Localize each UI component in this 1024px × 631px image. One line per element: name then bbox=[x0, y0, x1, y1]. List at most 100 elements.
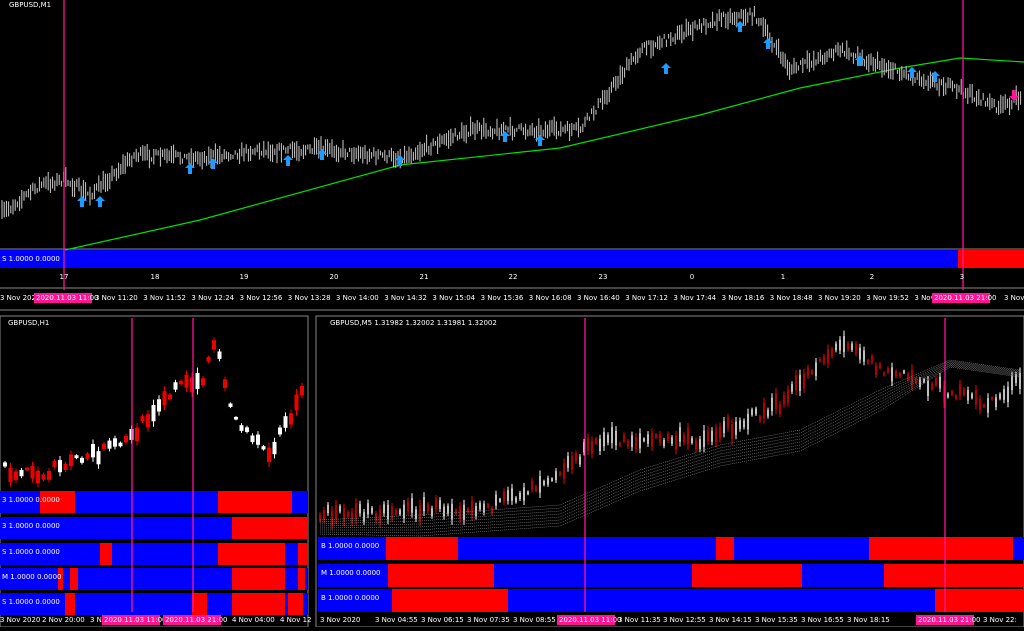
time-label: 2 Nov 20:00 bbox=[42, 616, 85, 624]
candle-body bbox=[507, 490, 509, 501]
candle-body bbox=[272, 441, 277, 455]
ichimoku-cloud bbox=[319, 366, 1021, 537]
candle-body bbox=[179, 380, 183, 385]
candle-body bbox=[157, 399, 161, 412]
hour-label: 1 bbox=[781, 273, 785, 281]
candle-body bbox=[791, 383, 793, 392]
indicator-segment bbox=[218, 491, 292, 513]
candle-body bbox=[423, 497, 425, 512]
hour-label: 20 bbox=[330, 273, 339, 281]
time-label: 3 Nov 15:35 bbox=[755, 616, 798, 624]
indicator-segment bbox=[100, 543, 112, 565]
candle-body bbox=[891, 367, 893, 382]
candle-body bbox=[289, 413, 293, 425]
indicator-segment bbox=[388, 564, 494, 587]
candle-body bbox=[951, 390, 953, 395]
buy-arrow bbox=[661, 63, 671, 74]
candle-body bbox=[435, 498, 437, 510]
candle-body bbox=[731, 424, 733, 440]
cursor-label: 2020.11.03 21:00 bbox=[934, 294, 996, 302]
candle-body bbox=[535, 486, 537, 491]
cursor-label: 2020.11.03 11:00 bbox=[36, 294, 98, 302]
candle-body bbox=[367, 503, 369, 515]
candle-body bbox=[631, 435, 633, 448]
candle-body bbox=[479, 502, 481, 510]
indicator-segment bbox=[70, 568, 78, 590]
cursor-label: 2020.11.03 11:00 bbox=[559, 616, 621, 624]
indicator-segment bbox=[288, 593, 303, 615]
candle-body bbox=[355, 503, 357, 520]
candle-body bbox=[579, 456, 581, 465]
indicator-segment bbox=[192, 593, 207, 615]
candle-body bbox=[687, 428, 689, 445]
time-label: 3 Nov 07:35 bbox=[467, 616, 510, 624]
candle-body bbox=[639, 433, 641, 449]
cursor-label-bg bbox=[932, 293, 990, 303]
indicator-segment bbox=[298, 543, 308, 565]
ichimoku-cloud bbox=[319, 360, 1021, 523]
candle-body bbox=[419, 505, 421, 522]
candle-body bbox=[323, 510, 325, 520]
candle-body bbox=[967, 390, 969, 401]
candle-body bbox=[719, 426, 721, 439]
candle-body bbox=[551, 478, 553, 481]
ichimoku-cloud bbox=[319, 359, 1021, 521]
candle-body bbox=[455, 509, 457, 515]
candle-body bbox=[41, 474, 46, 480]
candle-body bbox=[411, 498, 413, 513]
candle-body bbox=[831, 348, 833, 357]
buy-arrow bbox=[283, 155, 293, 166]
candle-body bbox=[80, 457, 84, 463]
hour-label: 2 bbox=[870, 273, 874, 281]
indicator-strip bbox=[958, 250, 1024, 268]
candle-body bbox=[855, 344, 857, 354]
hour-label: 0 bbox=[690, 273, 694, 281]
time-label: 3 Nov 2 bbox=[914, 294, 941, 302]
buy-arrow bbox=[500, 131, 510, 142]
time-label: 3 Nov 18:48 bbox=[770, 294, 813, 302]
candle-body bbox=[703, 430, 705, 447]
time-label: 3 Nov 12:56 bbox=[240, 294, 283, 302]
indicator-label: 3 1.0000 0.0000 bbox=[2, 496, 60, 504]
candle-body bbox=[135, 427, 139, 441]
candle-body bbox=[351, 511, 353, 523]
candle-body bbox=[278, 427, 282, 435]
indicator-row bbox=[318, 564, 1024, 587]
candle-body bbox=[615, 430, 617, 446]
candle-body bbox=[671, 437, 673, 444]
candle-body bbox=[107, 440, 112, 449]
candle-body bbox=[267, 447, 271, 463]
buy-arrow bbox=[735, 21, 745, 32]
candle-body bbox=[987, 398, 989, 413]
candle-body bbox=[559, 472, 561, 476]
candle-body bbox=[395, 509, 397, 515]
candle-body bbox=[403, 504, 405, 519]
candle-body bbox=[3, 462, 7, 467]
candle-body bbox=[256, 434, 260, 445]
indicator-segment bbox=[232, 568, 285, 590]
candle-body bbox=[971, 393, 973, 399]
candle-body bbox=[999, 393, 1001, 399]
candle-body bbox=[955, 395, 957, 400]
candle-body bbox=[691, 437, 693, 443]
candle-body bbox=[503, 491, 505, 502]
candle-body bbox=[74, 455, 79, 459]
candle-body bbox=[795, 375, 797, 391]
candle-body bbox=[907, 373, 909, 380]
indicator-segment bbox=[232, 517, 308, 539]
hour-label: 19 bbox=[240, 273, 249, 281]
time-label: 3 Nov 2020 bbox=[320, 616, 360, 624]
candle-body bbox=[983, 404, 985, 408]
indicator-segment bbox=[869, 537, 1013, 560]
candle-body bbox=[483, 503, 485, 513]
candle-body bbox=[58, 460, 62, 473]
candle-body bbox=[547, 477, 549, 485]
candle-body bbox=[1015, 374, 1017, 384]
candle-body bbox=[695, 440, 697, 450]
candle-body bbox=[118, 442, 123, 447]
candle-body bbox=[491, 507, 493, 514]
moving-average bbox=[64, 57, 1024, 251]
candle-body bbox=[467, 508, 469, 513]
candle-body bbox=[875, 365, 877, 375]
